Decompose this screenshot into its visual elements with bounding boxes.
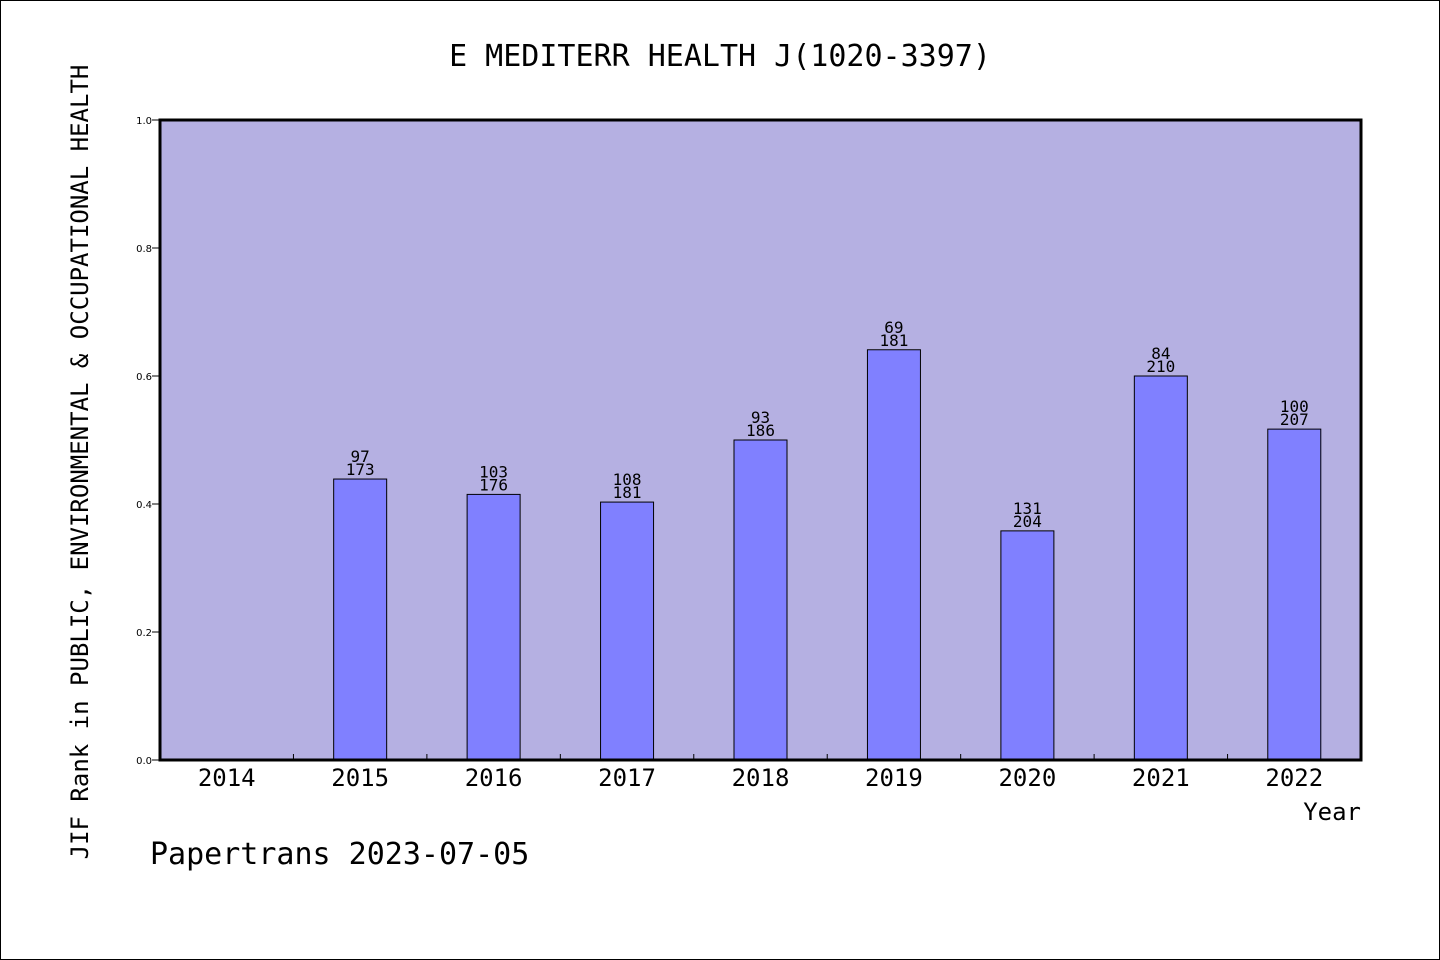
bar-total-label: 173 [346,460,375,479]
bar-rank-label: 131 [1013,499,1042,518]
y-tick-label: 1.0 [136,116,152,127]
plot-border [158,118,1363,762]
bar-rank-label: 84 [1151,344,1170,363]
bar-rank-label: 97 [351,447,370,466]
x-tick-label: 2021 [1132,764,1190,792]
bar-total-label: 204 [1013,512,1042,531]
bar-rank-label: 69 [884,318,903,337]
bar-total-label: 181 [613,483,642,502]
x-tick-label: 2020 [998,764,1056,792]
bar [1267,428,1322,761]
y-tick-label: 0.0 [136,756,152,767]
bar-rank-label: 100 [1280,397,1309,416]
y-axis: 0.0 0.2 0.4 0.6 0.8 1.0 [136,116,160,767]
chart-title: E MEDITERR HEALTH J(1020-3397) [449,39,991,74]
bar [1133,375,1188,761]
bar-total-label: 176 [479,475,508,494]
bar-total-label: 181 [879,331,908,350]
y-tick-label: 0.8 [136,244,152,255]
bar-rank-label: 93 [751,408,770,427]
bar [866,349,921,761]
y-tick-label: 0.4 [136,500,152,511]
x-tick-label: 2015 [331,764,389,792]
bar [1000,530,1055,761]
x-axis-label: Year [1303,798,1361,826]
bars [333,349,1322,761]
bar-rank-label: 103 [479,462,508,481]
x-tick-label: 2016 [465,764,523,792]
y-tick-label: 0.6 [136,372,152,383]
bar-total-label: 207 [1280,410,1309,429]
bar [466,493,521,761]
x-tick-label: 2018 [732,764,790,792]
bar [333,478,388,761]
x-axis: 2014 2015 2016 2017 2018 2019 2020 2021 2022 [198,754,1323,792]
y-tick-label: 0.2 [136,628,152,639]
x-tick-label: 2019 [865,764,923,792]
footer-credit: Papertrans 2023-07-05 [150,837,529,872]
bar [733,439,788,761]
bar [600,501,655,761]
bar-rank-label: 108 [613,470,642,489]
bar-total-label: 210 [1146,357,1175,376]
y-axis-label: JIF Rank in PUBLIC, ENVIRONMENTAL & OCCU… [66,65,94,860]
x-tick-label: 2017 [598,764,656,792]
bar-total-label: 186 [746,421,775,440]
x-tick-label: 2022 [1265,764,1323,792]
x-tick-label: 2014 [198,764,256,792]
